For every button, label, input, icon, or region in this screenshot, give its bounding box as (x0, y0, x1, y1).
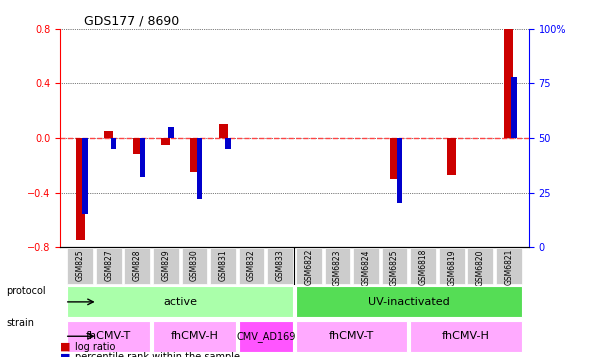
FancyBboxPatch shape (439, 248, 465, 284)
Bar (447, 138, 456, 175)
Text: GSM832: GSM832 (247, 249, 256, 281)
FancyBboxPatch shape (410, 321, 522, 352)
FancyBboxPatch shape (182, 248, 207, 284)
Text: fhCMV-H: fhCMV-H (442, 331, 490, 341)
FancyBboxPatch shape (296, 321, 407, 352)
Bar (76, 138, 85, 240)
FancyBboxPatch shape (496, 248, 522, 284)
Bar (511, 77, 517, 138)
Bar (219, 124, 228, 138)
Text: UV-inactivated: UV-inactivated (368, 297, 450, 307)
Text: GSM831: GSM831 (219, 249, 228, 281)
FancyBboxPatch shape (153, 248, 178, 284)
FancyBboxPatch shape (67, 321, 150, 352)
FancyBboxPatch shape (382, 248, 407, 284)
Bar (190, 138, 199, 172)
Bar (82, 138, 88, 215)
Text: fhCMV-T: fhCMV-T (86, 331, 131, 341)
Text: active: active (163, 297, 197, 307)
Bar (225, 138, 231, 149)
FancyBboxPatch shape (296, 248, 322, 284)
Bar (397, 138, 402, 203)
Text: fhCMV-H: fhCMV-H (171, 331, 218, 341)
FancyBboxPatch shape (325, 248, 350, 284)
Text: CMV_AD169: CMV_AD169 (236, 331, 296, 342)
Text: GSM6822: GSM6822 (304, 249, 313, 286)
Text: percentile rank within the sample: percentile rank within the sample (75, 352, 240, 357)
Text: GSM828: GSM828 (133, 249, 142, 281)
Text: ■: ■ (60, 352, 70, 357)
Text: log ratio: log ratio (75, 342, 115, 352)
Bar (390, 138, 399, 179)
Bar (111, 138, 117, 149)
Text: protocol: protocol (6, 286, 46, 296)
FancyBboxPatch shape (410, 248, 436, 284)
FancyBboxPatch shape (124, 248, 150, 284)
Text: GSM6824: GSM6824 (361, 249, 370, 286)
Bar (168, 127, 174, 138)
Text: GSM6818: GSM6818 (419, 249, 428, 286)
Text: GSM6825: GSM6825 (390, 249, 399, 286)
Text: ■: ■ (60, 342, 70, 352)
Text: GSM6820: GSM6820 (476, 249, 485, 286)
FancyBboxPatch shape (210, 248, 236, 284)
Text: strain: strain (6, 318, 34, 328)
FancyBboxPatch shape (468, 248, 493, 284)
Bar (139, 138, 145, 177)
Text: fhCMV-T: fhCMV-T (329, 331, 374, 341)
Bar (197, 138, 202, 199)
FancyBboxPatch shape (153, 321, 236, 352)
FancyBboxPatch shape (67, 248, 93, 284)
FancyBboxPatch shape (67, 286, 293, 317)
Bar (104, 131, 113, 138)
Text: GSM829: GSM829 (161, 249, 170, 281)
Text: GSM825: GSM825 (76, 249, 85, 281)
FancyBboxPatch shape (267, 248, 293, 284)
Text: GSM6821: GSM6821 (504, 249, 513, 286)
Text: GSM827: GSM827 (104, 249, 113, 281)
Bar (133, 138, 142, 154)
FancyBboxPatch shape (239, 321, 293, 352)
Text: GSM833: GSM833 (276, 249, 285, 281)
FancyBboxPatch shape (353, 248, 379, 284)
Bar (504, 29, 513, 138)
Text: GSM830: GSM830 (190, 249, 199, 281)
FancyBboxPatch shape (239, 248, 264, 284)
Text: GDS177 / 8690: GDS177 / 8690 (84, 14, 178, 27)
Text: GSM6819: GSM6819 (447, 249, 456, 286)
Bar (161, 138, 170, 145)
FancyBboxPatch shape (96, 248, 121, 284)
Text: GSM6823: GSM6823 (333, 249, 342, 286)
FancyBboxPatch shape (296, 286, 522, 317)
